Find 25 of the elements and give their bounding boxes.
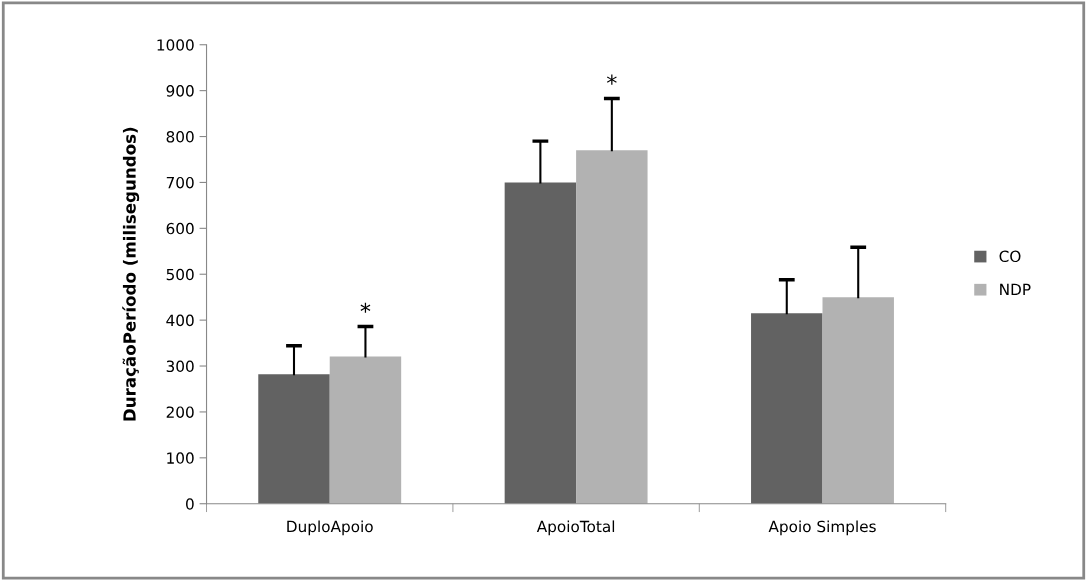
y-tick-label: 200 [166, 406, 194, 418]
y-tick-label: 700 [166, 176, 194, 189]
annotation: * [360, 302, 371, 313]
y-tick-label: 100 [167, 452, 194, 464]
y-tick-label: 500 [166, 268, 194, 281]
bar [751, 313, 823, 504]
y-tick-label: 400 [166, 314, 194, 327]
bar [329, 356, 402, 504]
annotation: * [606, 74, 617, 85]
y-tick-label: 900 [166, 85, 194, 97]
y-axis-title: DuraçãoPeríodo (milisegundos) [122, 127, 140, 421]
x-tick-label: DuploApoio [287, 520, 373, 536]
bar [822, 297, 894, 504]
legend-label: NDP [1000, 283, 1031, 296]
y-tick-label: 600 [166, 222, 194, 235]
bar [504, 182, 577, 504]
x-tick-label: ApoioTotal [536, 520, 615, 536]
y-tick-label: 800 [166, 131, 194, 143]
x-tick-label: Apoio Simples [768, 520, 876, 536]
y-tick-label: 1000 [157, 39, 194, 51]
bar [258, 374, 330, 504]
bar [576, 150, 648, 504]
y-tick-label: 0 [186, 498, 194, 510]
legend-label: CO [999, 250, 1021, 263]
y-tick-label: 300 [166, 360, 194, 373]
